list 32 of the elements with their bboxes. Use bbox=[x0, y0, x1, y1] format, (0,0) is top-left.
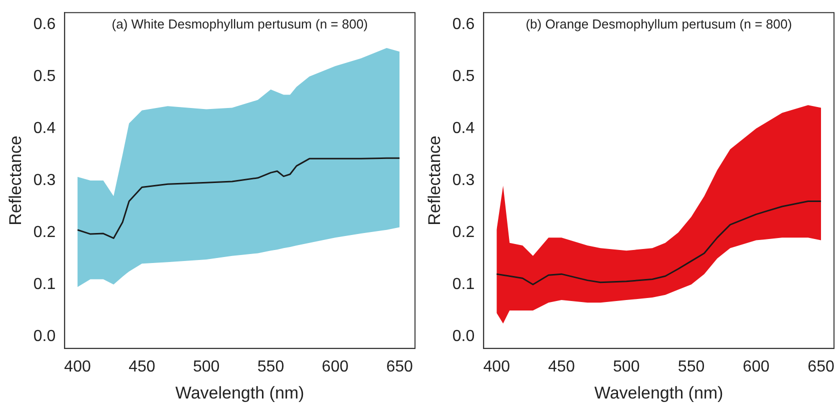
x-tick-label: 450 bbox=[548, 358, 575, 376]
y-tick-label: 0.4 bbox=[33, 120, 56, 137]
y-tick-label: 0.1 bbox=[452, 276, 475, 293]
x-tick-label: 650 bbox=[808, 358, 834, 376]
y-tick-label: 0.5 bbox=[452, 68, 475, 85]
y-tick-label: 0.3 bbox=[33, 172, 56, 189]
y-tick-label: 0.6 bbox=[452, 16, 475, 33]
y-axis-title: Reflectance bbox=[6, 136, 25, 226]
x-tick-label: 500 bbox=[192, 358, 220, 376]
y-tick-label: 0.6 bbox=[33, 16, 56, 33]
y-tick-label: 0.3 bbox=[452, 172, 475, 189]
y-tick-label: 0.0 bbox=[33, 328, 56, 345]
y-tick-label: 0.1 bbox=[33, 276, 56, 293]
y-tick-label: 0.2 bbox=[33, 224, 56, 241]
x-tick-label: 600 bbox=[322, 358, 349, 376]
y-axis-title: Reflectance bbox=[424, 136, 444, 226]
y-tick-label: 0.0 bbox=[452, 328, 475, 345]
x-tick-label: 500 bbox=[613, 358, 640, 376]
y-tick-label: 0.5 bbox=[33, 68, 56, 85]
x-tick-label: 450 bbox=[128, 358, 156, 376]
x-tick-label: 400 bbox=[64, 358, 91, 376]
x-tick-label: 650 bbox=[386, 358, 413, 376]
y-tick-label: 0.4 bbox=[452, 120, 475, 137]
x-tick-label: 550 bbox=[257, 358, 284, 376]
x-tick-label: 550 bbox=[678, 358, 705, 376]
chart-title: (a) White Desmophyllum pertusum (n = 800) bbox=[112, 16, 368, 32]
y-tick-label: 0.2 bbox=[452, 224, 475, 241]
x-axis-title: Wavelength (nm) bbox=[175, 383, 304, 402]
chart-title: (b) Orange Desmophyllum pertusum (n = 800) bbox=[526, 16, 792, 32]
x-tick-label: 600 bbox=[742, 358, 770, 376]
x-axis-title: Wavelength (nm) bbox=[594, 383, 724, 402]
x-tick-label: 400 bbox=[483, 358, 510, 376]
